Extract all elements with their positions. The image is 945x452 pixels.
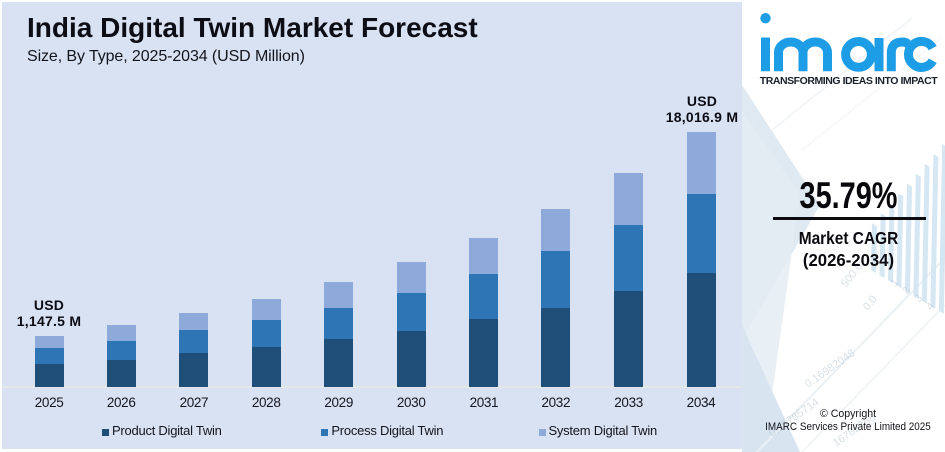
svg-text:0.0: 0.0 bbox=[861, 293, 880, 312]
svg-text:0.16982048: 0.16982048 bbox=[803, 347, 857, 390]
